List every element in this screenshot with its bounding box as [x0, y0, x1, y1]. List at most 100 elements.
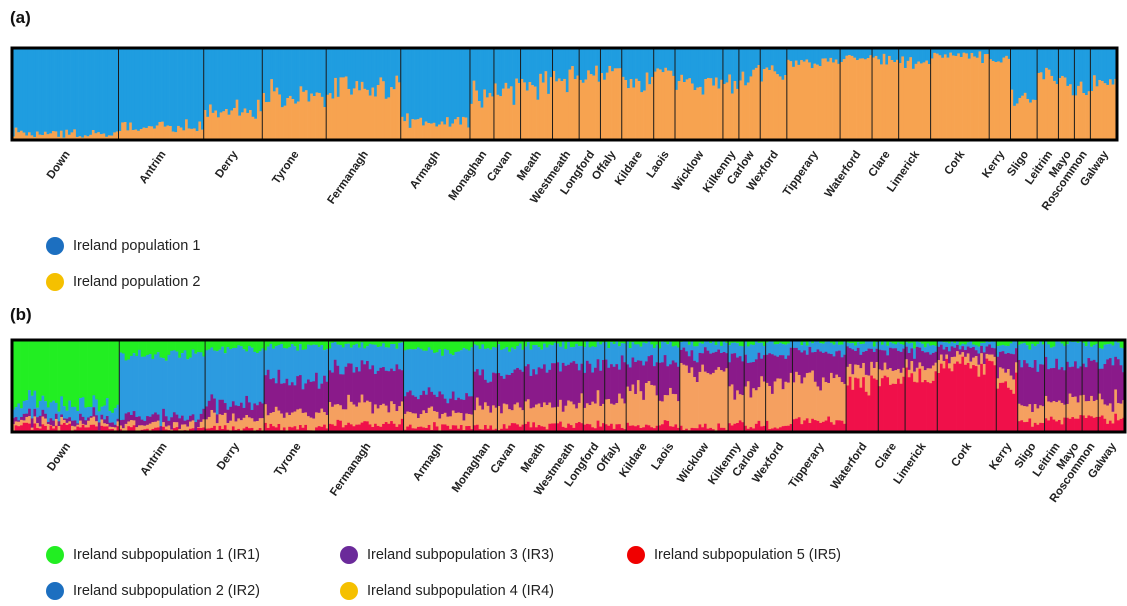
- bar-segment-cork-6-k2: [950, 341, 954, 347]
- bar-segment-tyrone-14-k1: [298, 340, 302, 345]
- bar-segment-kildare-8-k4: [644, 383, 648, 425]
- bar-segment-down-19-k3: [60, 414, 64, 418]
- bar-segment-sligo-1-k1: [1017, 340, 1021, 345]
- bar-segment-tipperary-8-k3: [811, 352, 815, 371]
- bar-segment-tyrone-24-k5: [325, 428, 329, 433]
- bar-segment-tyrone-6-k5: [277, 424, 281, 433]
- bar-segment-wicklow-10-k3: [703, 347, 707, 372]
- bar-segment-kilkenny-4-k1: [736, 340, 740, 344]
- bar-segment-longford-6-k5: [596, 420, 600, 433]
- bar-segment-roscommon-5-k2: [1085, 95, 1089, 141]
- bar-segment-waterford-3-k5: [851, 389, 855, 433]
- bar-segment-meath-5-k1: [534, 340, 539, 346]
- bar-segment-fermanagh-11-k3: [355, 367, 359, 407]
- bar-segment-mayo-5-k3: [1076, 368, 1080, 403]
- bar-segment-wicklow-14-k1: [714, 340, 718, 346]
- bar-segment-meath-1-k2: [520, 78, 524, 141]
- bar-segment-tipperary-18-k3: [838, 350, 842, 378]
- bar-segment-fermanagh-18-k1: [371, 48, 375, 88]
- bar-segment-armagh-3-k1: [408, 340, 412, 350]
- bar-segment-antrim-31-k1: [199, 340, 203, 353]
- bar-segment-derry-22-k2: [259, 111, 263, 141]
- bar-segment-down-31-k4: [92, 416, 96, 425]
- bar-segment-armagh-6-k1: [414, 48, 418, 120]
- bar-segment-down-3-k2: [17, 132, 21, 141]
- bar-segment-derry-19-k2: [253, 351, 257, 404]
- bar-segment-tipperary-19-k2: [834, 59, 838, 141]
- bar-segment-tipperary-18-k2: [838, 344, 842, 351]
- bar-segment-down-3-k1: [17, 48, 21, 133]
- bar-segment-galway-3-k5: [1103, 418, 1107, 433]
- bar-segment-wicklow-16-k4: [720, 370, 724, 429]
- bar-segment-armagh-23-k2: [462, 348, 466, 401]
- bars: [12, 340, 1126, 433]
- bar-segment-waterford-2-k5: [848, 376, 852, 433]
- bar-segment-waterford-10-k2: [864, 59, 868, 141]
- bar-segment-fermanagh-5-k1: [339, 340, 343, 346]
- bar-segment-wicklow-15-k2: [717, 340, 721, 350]
- bar-segment-armagh-10-k2: [424, 121, 428, 141]
- bar-segment-roscommon-5-k1: [1085, 48, 1089, 96]
- bar-segment-monaghan-1-k4: [473, 410, 477, 426]
- bar-segment-longford-5-k2: [593, 346, 598, 368]
- bar-segment-carlow-1-k2: [744, 340, 748, 355]
- bar-segment-tipperary-16-k1: [832, 340, 836, 345]
- bar-segment-kerry-8-k2: [1015, 340, 1019, 349]
- bar-segment-cork-19-k5: [985, 358, 989, 433]
- bar-segment-tyrone-24-k3: [325, 381, 329, 416]
- bar-segment-kerry-3-k3: [1001, 351, 1005, 369]
- bar-segment-westmeath-1-k2: [552, 70, 556, 141]
- bar-segment-roscommon-6-k1: [1087, 48, 1091, 92]
- bar-segment-tyrone-14-k5: [298, 425, 302, 433]
- bar-segment-monaghan-9-k3: [494, 373, 498, 408]
- bar-segment-down-11-k2: [38, 134, 42, 141]
- bar-segment-fermanagh-3-k2: [333, 341, 337, 360]
- bar-segment-down-4-k1: [20, 340, 24, 409]
- bar-segment-waterford-10-k5: [870, 375, 874, 433]
- bar-segment-roscommon-1-k2: [1074, 95, 1078, 141]
- bar-segment-waterford-11-k1: [872, 340, 876, 347]
- bar-segment-clare-8-k1: [890, 48, 894, 61]
- bar-segment-carlow-3-k3: [749, 362, 753, 398]
- bar-segment-down-1-k2: [12, 136, 16, 141]
- bar-segment-tipperary-9-k4: [813, 381, 817, 421]
- bar-segment-waterford-12-k1: [869, 48, 873, 56]
- bar-segment-derry-8-k1: [223, 340, 227, 354]
- bar-segment-wexford-3-k1: [765, 48, 769, 68]
- region-label-meath: Meath: [519, 441, 548, 475]
- plot-frame: [10, 46, 1119, 142]
- bar-segment-tipperary-19-k1: [834, 48, 838, 60]
- bar-segment-kildare-4-k3: [634, 361, 638, 395]
- bar-segment-tyrone-15-k2: [299, 86, 303, 141]
- bar-segment-armagh-24-k3: [465, 393, 469, 414]
- bar-segment-meath-1-k4: [524, 401, 528, 425]
- bar-segment-sligo-7-k1: [1033, 340, 1037, 347]
- bar-segment-mayo-2-k3: [1068, 367, 1072, 394]
- bar-segment-antrim-17-k2: [161, 121, 165, 141]
- bar-segment-cork-2-k2: [939, 340, 943, 345]
- bar-segment-sligo-9-k1: [1031, 48, 1035, 100]
- bar-segment-antrim-2-k2: [121, 353, 125, 421]
- bar-segment-fermanagh-2-k1: [331, 340, 335, 344]
- bar-segment-leitrim-6-k3: [1057, 369, 1061, 401]
- bar-segment-cork-14-k2: [972, 344, 976, 348]
- bar-segment-tipperary-11-k1: [819, 340, 823, 344]
- region-label-wicklow: Wicklow: [675, 441, 711, 486]
- bar-segment-tyrone-8-k1: [280, 48, 284, 108]
- bar-segment-kildare-6-k3: [639, 360, 643, 392]
- bar-segment-tyrone-8-k3: [282, 383, 286, 418]
- bar-segment-tyrone-14-k2: [296, 101, 300, 141]
- region-label-fermanagh: Fermanagh: [326, 149, 371, 207]
- bar-segment-cork-12-k1: [959, 48, 963, 58]
- bar-segment-limerick-7-k1: [921, 340, 925, 344]
- bar-segment-antrim-13-k2: [150, 126, 154, 141]
- bar-segment-wexford-10-k2: [789, 340, 793, 348]
- bar-segment-wicklow-7-k4: [695, 382, 699, 429]
- bar-segment-antrim-18-k2: [164, 360, 168, 417]
- bar-segment-fermanagh-17-k3: [371, 365, 375, 414]
- bar-segment-derry-6-k1: [217, 48, 221, 118]
- bar-segment-tyrone-21-k4: [317, 412, 321, 427]
- bar-segment-sligo-4-k3: [1025, 363, 1029, 407]
- bar-segment-tyrone-3-k4: [269, 412, 273, 425]
- bar-segment-waterford-1-k5: [846, 385, 850, 433]
